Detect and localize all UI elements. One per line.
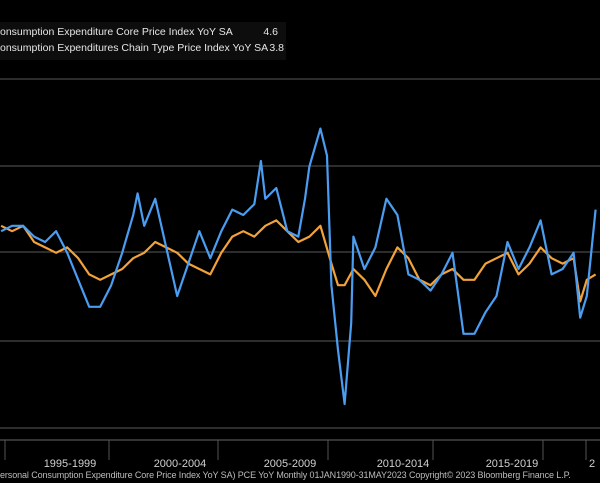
legend-value-core: 4.6 — [263, 26, 278, 38]
x-tick-label: 1995-1999 — [44, 458, 97, 470]
x-tick-label: 2005-2009 — [264, 458, 317, 470]
legend: onsumption Expenditure Core Price Index … — [0, 22, 286, 60]
footer-source: ersonal Consumption Expenditure Core Pri… — [0, 470, 571, 480]
x-tick-label: 2015-2019 — [486, 458, 539, 470]
legend-value-headline: 3.8 — [269, 42, 284, 54]
legend-item-headline: onsumption Expenditures Chain Type Price… — [0, 40, 286, 56]
legend-item-core: onsumption Expenditure Core Price Index … — [0, 24, 282, 40]
x-tick-label: 2000-2004 — [154, 458, 207, 470]
series-line-headline — [0, 127, 597, 406]
x-tick-label: 2010-2014 — [377, 458, 430, 470]
legend-label-headline: onsumption Expenditures Chain Type Price… — [0, 42, 269, 54]
legend-label-core: onsumption Expenditure Core Price Index … — [0, 26, 233, 38]
x-tick-label: 2 — [589, 458, 595, 470]
